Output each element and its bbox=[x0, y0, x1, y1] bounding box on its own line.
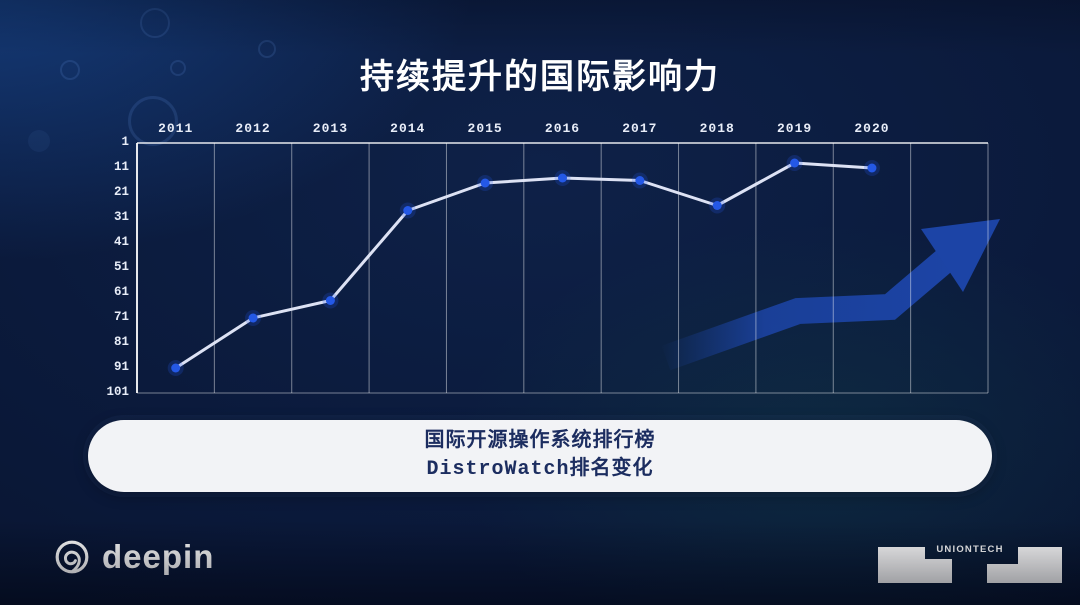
rank-tick-81: 81 bbox=[113, 335, 129, 349]
year-label-2016: 2016 bbox=[544, 121, 581, 136]
caption-line-1: 国际开源操作系统排行榜 bbox=[424, 430, 656, 453]
year-label-2020: 2020 bbox=[854, 121, 890, 136]
rank-tick-101: 101 bbox=[106, 385, 129, 399]
rank-tick-21: 21 bbox=[113, 185, 129, 199]
rank-tick-71: 71 bbox=[113, 310, 129, 324]
uniontech-wordmark: UNIONTECH bbox=[936, 544, 1004, 555]
rank-tick-11: 11 bbox=[113, 160, 129, 174]
rank-tick-51: 51 bbox=[113, 260, 129, 274]
year-label-2019: 2019 bbox=[776, 121, 813, 136]
rank-tick-61: 61 bbox=[113, 285, 129, 299]
rank-tick-31: 31 bbox=[113, 210, 129, 224]
caption-pill: 国际开源操作系统排行榜 DistroWatch排名变化 bbox=[88, 420, 992, 492]
year-label-2018: 2018 bbox=[699, 121, 735, 136]
deepin-swirl-icon bbox=[55, 540, 89, 574]
year-label-2017: 2017 bbox=[622, 121, 658, 136]
rank-tick-1: 1 bbox=[121, 135, 129, 149]
caption-line-2: DistroWatch排名变化 bbox=[426, 458, 654, 481]
year-label-2012: 2012 bbox=[235, 121, 271, 136]
year-label-2011: 2011 bbox=[158, 121, 194, 136]
rank-tick-41: 41 bbox=[113, 235, 129, 249]
deepin-logo: deepin bbox=[54, 537, 214, 577]
year-label-2014: 2014 bbox=[390, 121, 426, 136]
deepin-wordmark: deepin bbox=[102, 538, 215, 575]
rank-tick-91: 91 bbox=[113, 360, 129, 374]
uniontech-logo: UNIONTECH bbox=[878, 543, 1062, 584]
year-label-2015: 2015 bbox=[467, 121, 503, 136]
year-label-2013: 2013 bbox=[312, 121, 349, 136]
